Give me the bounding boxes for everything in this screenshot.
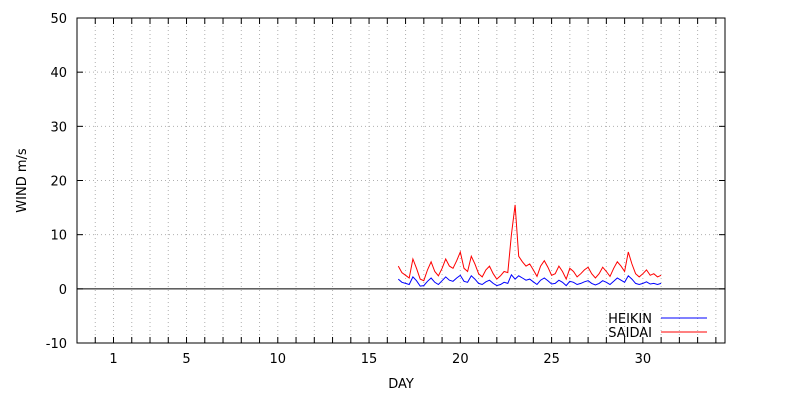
y-axis-label: WIND m/s — [15, 148, 30, 213]
grid-lines — [77, 18, 725, 343]
series-layer — [397, 204, 662, 287]
y-tick-label: -10 — [46, 337, 67, 352]
series-line-saidai — [397, 204, 662, 282]
y-tick-label: 40 — [50, 66, 67, 81]
x-tick-label: 25 — [543, 352, 560, 367]
y-tick-label: 10 — [50, 229, 67, 244]
x-tick-label: 30 — [635, 352, 652, 367]
x-tick-label: 20 — [452, 352, 469, 367]
legend: HEIKIN SAIDAI — [608, 312, 707, 341]
y-tick-label: 0 — [59, 283, 67, 298]
legend-label-heikin: HEIKIN — [608, 312, 652, 327]
x-tick-label: 15 — [361, 352, 378, 367]
x-tick-label: 1 — [109, 352, 117, 367]
legend-label-saidai: SAIDAI — [608, 326, 652, 341]
x-tick-label: 5 — [182, 352, 190, 367]
y-tick-label: 50 — [50, 12, 67, 27]
axis-ticks — [77, 17, 725, 344]
series-line-heikin — [397, 273, 662, 287]
y-tick-label: 30 — [50, 120, 67, 135]
x-tick-label: 10 — [270, 352, 287, 367]
y-tick-label: 20 — [50, 175, 67, 190]
x-axis-label: DAY — [388, 377, 414, 392]
